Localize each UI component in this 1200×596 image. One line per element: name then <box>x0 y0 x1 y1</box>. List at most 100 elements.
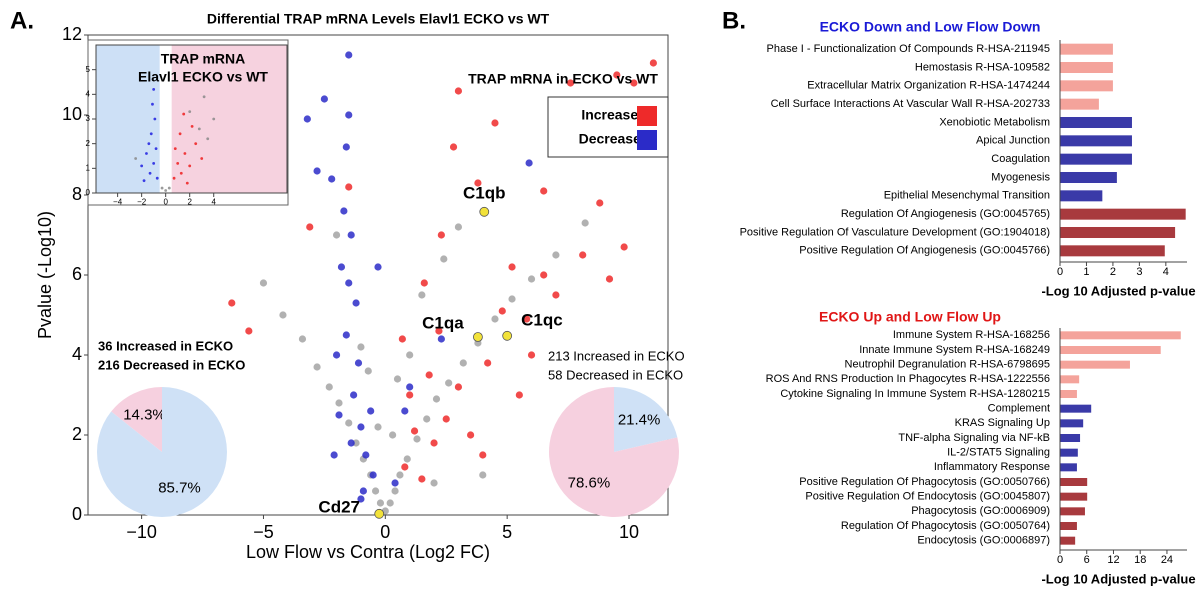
y-axis-label: Pvalue (-Log10) <box>35 211 55 339</box>
bar <box>1060 98 1099 110</box>
data-point <box>188 164 192 168</box>
x-tick-label: 2 <box>187 197 192 206</box>
data-point <box>160 186 164 190</box>
highlight-point <box>473 332 483 342</box>
highlight-point <box>479 206 490 217</box>
category-label: Coagulation <box>991 153 1050 165</box>
data-point <box>449 143 458 151</box>
data-point <box>340 207 348 215</box>
data-point <box>172 176 176 180</box>
bar <box>1060 62 1113 73</box>
data-point <box>345 183 353 191</box>
data-point <box>403 455 411 463</box>
data-point <box>142 179 146 183</box>
bar <box>1060 80 1113 92</box>
gene-label: Cd27 <box>318 497 360 516</box>
data-point <box>188 110 192 113</box>
data-point <box>212 117 216 121</box>
panel-label: A. <box>10 7 34 34</box>
data-point <box>279 311 287 319</box>
data-point <box>362 451 370 459</box>
x-tick-label: 0 <box>1057 266 1063 278</box>
category-label: Regulation Of Phagocytosis (GO:0050764) <box>841 520 1050 532</box>
data-point <box>342 143 350 151</box>
pie-caption: 36 Increased in ECKO <box>98 338 233 353</box>
x-axis-label: -Log 10 Adjusted p-value <box>1041 571 1195 586</box>
category-label: Immune System R-HSA-168256 <box>893 329 1050 341</box>
pie-caption: 58 Decreased in ECKO <box>548 367 683 382</box>
bar <box>1060 360 1130 369</box>
background-region <box>96 45 160 193</box>
data-point <box>325 383 333 391</box>
bar <box>1060 404 1092 413</box>
bar <box>1060 463 1077 472</box>
category-label: Positive Regulation Of Angiogenesis (GO:… <box>799 245 1050 257</box>
data-point <box>393 375 402 383</box>
data-point <box>396 471 404 479</box>
pie-caption: 216 Decreased in ECKO <box>98 357 245 372</box>
bar <box>1060 346 1161 354</box>
pie-slice <box>111 387 162 452</box>
category-label: ROS And RNS Production In Phagocytes R-H… <box>766 373 1050 385</box>
bar <box>1060 43 1113 55</box>
data-point <box>200 157 204 160</box>
pie-slice <box>614 386 678 452</box>
y-tick-label: 3 <box>86 114 91 123</box>
data-point <box>376 499 385 507</box>
data-point <box>401 463 409 471</box>
x-tick-label: 18 <box>1134 554 1146 566</box>
category-label: Regulation Of Angiogenesis (GO:0045765) <box>841 208 1050 220</box>
data-point <box>367 407 375 415</box>
data-point <box>630 79 638 87</box>
data-point <box>552 291 560 299</box>
pie-caption: 213 Increased in ECKO <box>548 348 685 363</box>
data-point <box>527 351 536 359</box>
slice-label: 85.7% <box>158 479 201 496</box>
data-point <box>332 351 341 359</box>
data-point <box>498 307 506 315</box>
data-point <box>303 115 311 123</box>
y-tick-label: 1 <box>86 163 91 172</box>
data-point <box>398 335 406 343</box>
x-tick-label: 0 <box>1057 554 1063 566</box>
slice-label: 14.3% <box>123 407 166 424</box>
highlight-point <box>502 330 513 341</box>
x-tick-label: 4 <box>1163 266 1169 278</box>
data-point <box>328 175 336 183</box>
data-point <box>491 119 499 127</box>
x-tick-label: −2 <box>137 197 147 206</box>
data-point <box>228 299 236 307</box>
gene-label: C1qb <box>463 183 506 202</box>
data-point <box>183 152 187 155</box>
category-label: TNF-alpha Signaling via NF-kB <box>898 432 1050 444</box>
data-point <box>190 125 194 128</box>
category-label: Neutrophil Degranulation R-HSA-6798695 <box>845 359 1050 371</box>
data-point <box>552 251 560 259</box>
data-point <box>154 147 158 151</box>
x-tick-label: 6 <box>1084 554 1090 566</box>
bar <box>1060 507 1085 516</box>
category-label: Epithelial Mesenchymal Transition <box>884 190 1050 202</box>
y-tick-label: 10 <box>62 104 82 124</box>
bar <box>1060 227 1176 238</box>
data-point <box>479 451 487 459</box>
data-point <box>345 111 353 119</box>
data-point <box>147 142 151 146</box>
x-axis-label: -Log 10 Adjusted p-value <box>1041 283 1195 298</box>
data-point <box>197 127 201 131</box>
data-point <box>430 439 438 447</box>
data-point <box>410 427 419 435</box>
data-point <box>206 137 210 141</box>
data-point <box>401 407 409 415</box>
data-point <box>454 383 463 391</box>
data-point <box>330 451 338 459</box>
slice-label: 21.4% <box>618 411 661 428</box>
category-label: Hemostasis R-HSA-109582 <box>915 61 1050 73</box>
data-point <box>437 335 445 343</box>
data-point <box>605 275 614 283</box>
data-point <box>386 499 394 507</box>
data-point <box>320 95 328 103</box>
data-point <box>134 157 138 160</box>
y-tick-label: 5 <box>86 65 91 74</box>
